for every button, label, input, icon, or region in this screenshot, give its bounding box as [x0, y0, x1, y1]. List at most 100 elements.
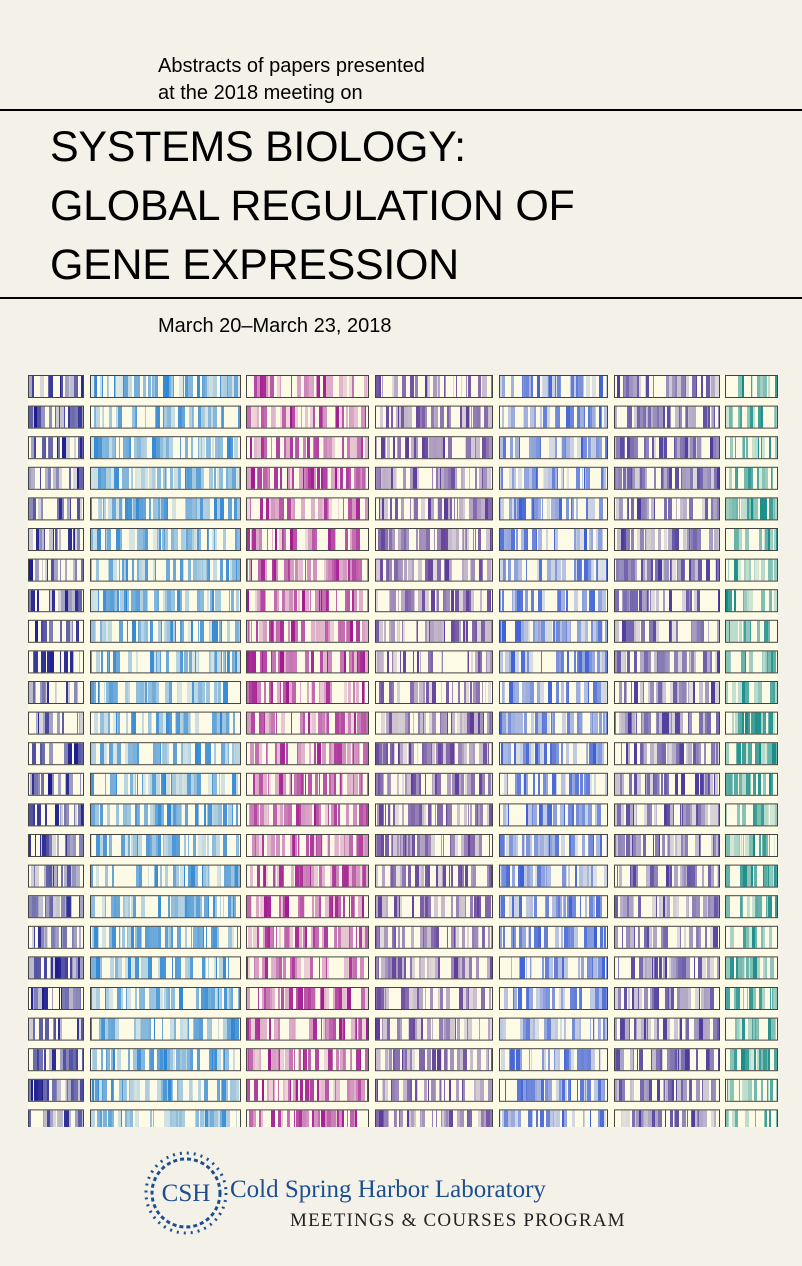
- expression-bar: [53, 865, 54, 887]
- expression-bar: [222, 406, 223, 428]
- expression-bar: [395, 498, 398, 520]
- expression-bar: [742, 957, 744, 979]
- expression-bar: [361, 712, 364, 734]
- expression-bar: [182, 773, 184, 795]
- expression-bar: [218, 988, 219, 1009]
- expression-bar: [225, 1049, 229, 1071]
- expression-bar: [41, 773, 43, 795]
- expression-bar: [343, 376, 347, 397]
- expression-bar: [126, 559, 128, 581]
- expression-bar: [671, 559, 672, 581]
- expression-bar: [60, 620, 62, 642]
- expression-bar: [511, 406, 515, 428]
- expression-bar: [387, 559, 389, 581]
- expression-bar: [480, 712, 483, 734]
- expression-bar: [532, 498, 533, 520]
- expression-bar: [616, 498, 619, 520]
- expression-bar: [122, 498, 123, 520]
- expression-bar: [413, 437, 414, 459]
- expression-bar: [634, 620, 636, 642]
- expression-bar: [463, 1079, 465, 1101]
- expression-bar: [173, 1049, 175, 1071]
- expression-bar: [631, 957, 635, 979]
- expression-bar: [137, 1079, 140, 1101]
- expression-bar: [689, 529, 690, 550]
- expression-bar: [510, 437, 513, 459]
- expression-bar: [165, 529, 168, 550]
- expression-block: [28, 619, 84, 643]
- expression-bar: [593, 835, 594, 856]
- expression-bar: [391, 835, 392, 856]
- expression-bar: [305, 804, 309, 826]
- expression-bar: [298, 559, 299, 581]
- expression-bar: [119, 620, 123, 642]
- expression-bar: [447, 804, 448, 826]
- expression-bar: [136, 1018, 140, 1040]
- expression-bar: [261, 712, 264, 734]
- expression-bar: [239, 620, 240, 642]
- expression-bar: [662, 743, 666, 765]
- expression-bar: [687, 743, 688, 765]
- expression-bar: [741, 529, 742, 550]
- expression-bar: [324, 682, 326, 703]
- expression-bar: [167, 498, 168, 520]
- expression-bar: [310, 865, 311, 887]
- expression-bar: [180, 865, 184, 887]
- expression-bar: [695, 773, 699, 795]
- expression-bar: [189, 651, 192, 673]
- expression-bar: [153, 559, 155, 581]
- expression-bar: [35, 620, 38, 642]
- expression-bar: [467, 1018, 468, 1040]
- expression-bar: [287, 1110, 290, 1127]
- expression-bar: [703, 1110, 707, 1127]
- expression-bar: [713, 926, 714, 948]
- expression-bar: [348, 957, 349, 979]
- expression-bar: [568, 804, 572, 826]
- expression-bar: [309, 1018, 313, 1040]
- block-frame: [375, 497, 493, 521]
- expression-bar: [381, 529, 385, 550]
- expression-bar: [142, 559, 145, 581]
- expression-bar: [431, 498, 434, 520]
- expression-bar: [714, 835, 716, 856]
- expression-bar: [177, 926, 181, 948]
- expression-bar: [268, 773, 269, 795]
- expression-bar: [188, 1018, 189, 1040]
- expression-bar: [771, 467, 772, 489]
- block-frame: [725, 681, 778, 704]
- expression-block: [28, 405, 84, 429]
- expression-bar: [380, 406, 383, 428]
- block-frame: [614, 497, 720, 521]
- expression-block: [375, 405, 493, 429]
- expression-bar: [577, 1049, 581, 1071]
- expression-bar: [521, 1079, 523, 1101]
- expression-bar: [571, 376, 573, 397]
- expression-bar: [36, 896, 38, 918]
- expression-bar: [556, 773, 557, 795]
- expression-block: [725, 772, 778, 796]
- expression-bar: [136, 406, 137, 428]
- expression-bar: [356, 1079, 358, 1101]
- expression-bar: [411, 743, 412, 765]
- expression-bar: [294, 1110, 295, 1127]
- expression-bar: [328, 804, 329, 826]
- expression-bar: [94, 590, 98, 612]
- expression-bar: [353, 682, 355, 703]
- expression-bar: [301, 804, 305, 826]
- expression-bar: [422, 437, 425, 459]
- expression-bar: [344, 1018, 345, 1040]
- expression-bar: [767, 865, 768, 887]
- block-frame: [725, 834, 778, 857]
- block-frame: [375, 589, 493, 613]
- expression-bar: [658, 529, 661, 550]
- expression-bar: [631, 712, 632, 734]
- expression-bar: [164, 1110, 168, 1127]
- expression-bar: [215, 896, 217, 918]
- expression-bar: [667, 406, 670, 428]
- expression-bar: [106, 467, 109, 489]
- block-frame: [375, 956, 493, 980]
- expression-bar: [651, 406, 653, 428]
- expression-bar: [435, 804, 436, 826]
- expression-bar: [393, 467, 396, 489]
- expression-bar: [185, 957, 188, 979]
